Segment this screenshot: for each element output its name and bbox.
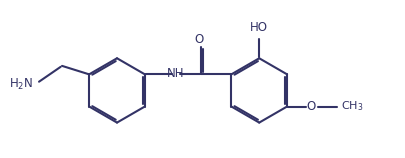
Text: O: O (194, 33, 203, 46)
Text: NH: NH (166, 67, 184, 80)
Text: CH$_3$: CH$_3$ (341, 100, 364, 113)
Text: H$_2$N: H$_2$N (9, 77, 33, 92)
Text: O: O (306, 100, 315, 113)
Text: HO: HO (250, 21, 268, 34)
